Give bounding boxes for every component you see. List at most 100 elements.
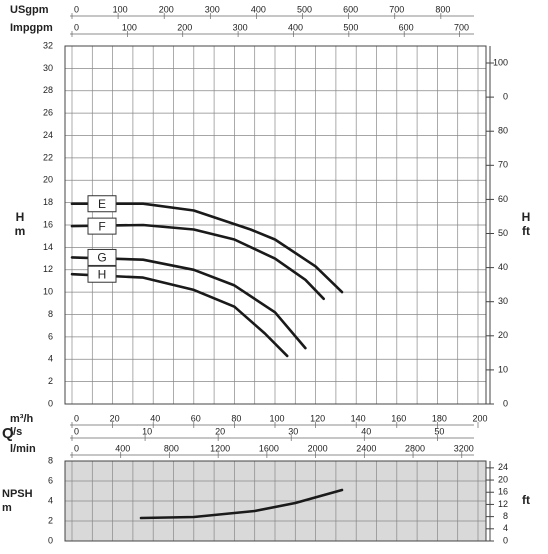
- y2-tick-label: 12: [498, 499, 508, 509]
- x-tick-label: 500: [297, 4, 312, 14]
- x-tick-label: 40: [150, 413, 160, 423]
- y2-tick-label: 4: [503, 523, 508, 533]
- y-tick-label: 4: [48, 495, 53, 505]
- x-tick-label: 30: [288, 426, 298, 436]
- x-tick-label: 0: [74, 426, 79, 436]
- y-tick-label: 18: [43, 197, 53, 207]
- y-axis-title: m: [15, 224, 26, 238]
- x-tick-label: 2800: [405, 443, 425, 453]
- x-tick-label: 40: [361, 426, 371, 436]
- x-tick-label: 20: [215, 426, 225, 436]
- y2-tick-label: 24: [498, 462, 508, 472]
- x-axis-title: Impgpm: [10, 22, 53, 34]
- x-tick-label: 3200: [454, 443, 474, 453]
- x-tick-label: 500: [343, 22, 358, 32]
- y2-tick-label: 0: [503, 91, 508, 101]
- y2-tick-label: 70: [498, 160, 508, 170]
- y-tick-label: 4: [48, 354, 53, 364]
- x-axis-title: USgpm: [10, 4, 49, 16]
- curve-label: E: [98, 197, 106, 211]
- y2-axis-title: H: [522, 210, 531, 224]
- x-tick-label: 1200: [210, 443, 230, 453]
- y-tick-label: 0: [48, 398, 53, 408]
- x-tick-label: 700: [389, 4, 404, 14]
- x-tick-label: 0: [74, 413, 79, 423]
- y-tick-label: 2: [48, 376, 53, 386]
- x-tick-label: 400: [288, 22, 303, 32]
- curve: [70, 272, 289, 358]
- curve-label: H: [98, 267, 107, 281]
- x-tick-label: 200: [177, 22, 192, 32]
- y-tick-label: 0: [48, 535, 53, 545]
- curve: [70, 202, 344, 294]
- x-tick-label: 600: [399, 22, 414, 32]
- y2-tick-label: 20: [498, 330, 508, 340]
- x-tick-label: 20: [110, 413, 120, 423]
- y2-tick-label: 40: [498, 262, 508, 272]
- y2-tick-label: 8: [503, 511, 508, 521]
- y-tick-label: 22: [43, 152, 53, 162]
- x-tick-label: 800: [435, 4, 450, 14]
- legend-box: [87, 195, 117, 213]
- y-tick-label: 20: [43, 175, 53, 185]
- plot-frame: [64, 460, 487, 542]
- y2-tick-label: 0: [503, 535, 508, 545]
- x-tick-label: 120: [310, 413, 325, 423]
- x-axis-title: m³/h: [10, 413, 34, 425]
- x-tick-label: 0: [74, 443, 79, 453]
- legend-box: [87, 265, 117, 283]
- x-tick-label: 180: [432, 413, 447, 423]
- x-tick-label: 2000: [308, 443, 328, 453]
- x-tick-label: 300: [205, 4, 220, 14]
- y2-tick-label: 80: [498, 126, 508, 136]
- x-tick-label: 400: [115, 443, 130, 453]
- x-tick-label: 100: [122, 22, 137, 32]
- y-tick-label: 26: [43, 108, 53, 118]
- x-tick-label: 0: [74, 4, 79, 14]
- y2-tick-label: 50: [498, 228, 508, 238]
- y-tick-label: 32: [43, 40, 53, 50]
- x-tick-label: 80: [231, 413, 241, 423]
- y2-tick-label: 100: [493, 57, 508, 67]
- x-tick-label: 200: [159, 4, 174, 14]
- y-tick-label: 6: [48, 331, 53, 341]
- x-tick-label: 0: [74, 22, 79, 32]
- x-tick-label: 2400: [356, 443, 376, 453]
- y-tick-label: 6: [48, 475, 53, 485]
- y2-tick-label: 10: [498, 364, 508, 374]
- y2-tick-label: 20: [498, 474, 508, 484]
- x-tick-label: 400: [251, 4, 266, 14]
- x-axis-title: l/s: [10, 426, 22, 438]
- y2-axis-title: ft: [522, 224, 530, 238]
- y-axis-title: m: [2, 502, 12, 514]
- y-tick-label: 16: [43, 219, 53, 229]
- x-axis-title: l/min: [10, 443, 36, 455]
- y-tick-label: 24: [43, 130, 53, 140]
- curve: [70, 256, 307, 350]
- y-tick-label: 10: [43, 287, 53, 297]
- y-tick-label: 30: [43, 63, 53, 73]
- x-tick-label: 200: [472, 413, 487, 423]
- y2-tick-label: 16: [498, 487, 508, 497]
- y-tick-label: 2: [48, 515, 53, 525]
- y-tick-label: 8: [48, 309, 53, 319]
- legend-box: [87, 248, 117, 266]
- x-tick-label: 140: [351, 413, 366, 423]
- y2-tick-label: 30: [498, 296, 508, 306]
- x-tick-label: 100: [269, 413, 284, 423]
- plot-frame: [64, 45, 487, 405]
- y-axis-title: NPSH: [2, 488, 33, 500]
- x-tick-label: 800: [164, 443, 179, 453]
- x-tick-label: 300: [233, 22, 248, 32]
- y2-tick-label: 0: [503, 398, 508, 408]
- x-tick-label: 600: [343, 4, 358, 14]
- y-axis-title: H: [16, 210, 25, 224]
- y-tick-label: 14: [43, 242, 53, 252]
- x-tick-label: 60: [191, 413, 201, 423]
- y-tick-label: 12: [43, 264, 53, 274]
- curve-label: G: [97, 251, 106, 265]
- y2-tick-label: 60: [498, 194, 508, 204]
- x-tick-label: 160: [391, 413, 406, 423]
- y-tick-label: 28: [43, 85, 53, 95]
- q-label: Q: [2, 425, 14, 442]
